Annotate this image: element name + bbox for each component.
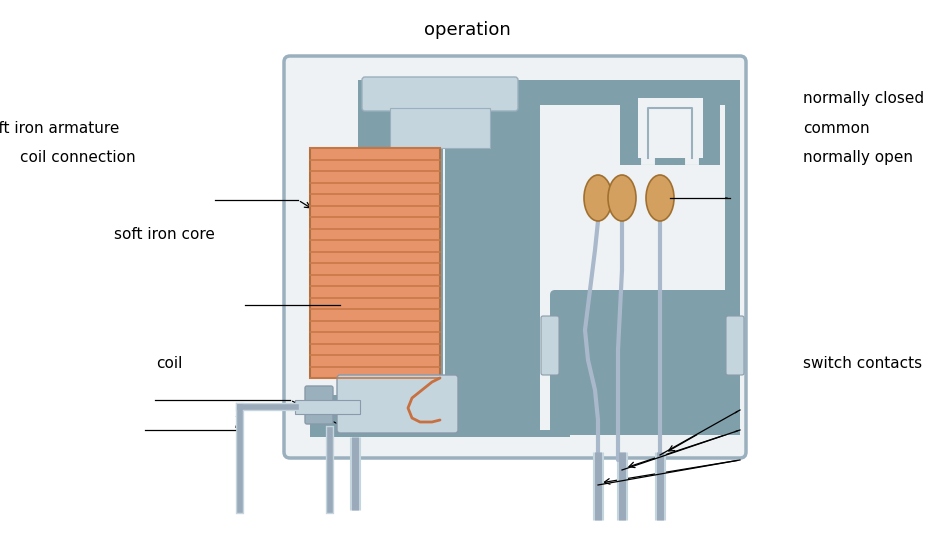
- Ellipse shape: [646, 175, 674, 221]
- FancyBboxPatch shape: [550, 290, 735, 435]
- Ellipse shape: [608, 175, 636, 221]
- Bar: [295, 400, 360, 414]
- Text: common: common: [803, 121, 870, 136]
- FancyBboxPatch shape: [726, 316, 744, 375]
- Bar: [358, 80, 528, 120]
- Text: normally open: normally open: [803, 150, 913, 165]
- FancyBboxPatch shape: [305, 386, 333, 424]
- Ellipse shape: [584, 175, 612, 221]
- Text: soft iron armature: soft iron armature: [0, 121, 120, 136]
- Text: normally closed: normally closed: [803, 91, 925, 106]
- Text: coil connection: coil connection: [20, 150, 135, 165]
- Text: coil: coil: [156, 356, 182, 371]
- Bar: [445, 80, 740, 435]
- Bar: [358, 80, 443, 435]
- Bar: [310, 395, 570, 437]
- Bar: [638, 98, 703, 158]
- FancyBboxPatch shape: [541, 316, 559, 375]
- Bar: [310, 148, 440, 378]
- Text: operation: operation: [424, 21, 510, 39]
- FancyBboxPatch shape: [337, 375, 458, 433]
- FancyBboxPatch shape: [284, 56, 746, 458]
- Bar: [540, 105, 725, 430]
- Bar: [390, 108, 490, 148]
- Text: switch contacts: switch contacts: [803, 356, 923, 371]
- Text: soft iron core: soft iron core: [114, 227, 215, 242]
- FancyBboxPatch shape: [362, 77, 518, 111]
- Bar: [620, 90, 720, 165]
